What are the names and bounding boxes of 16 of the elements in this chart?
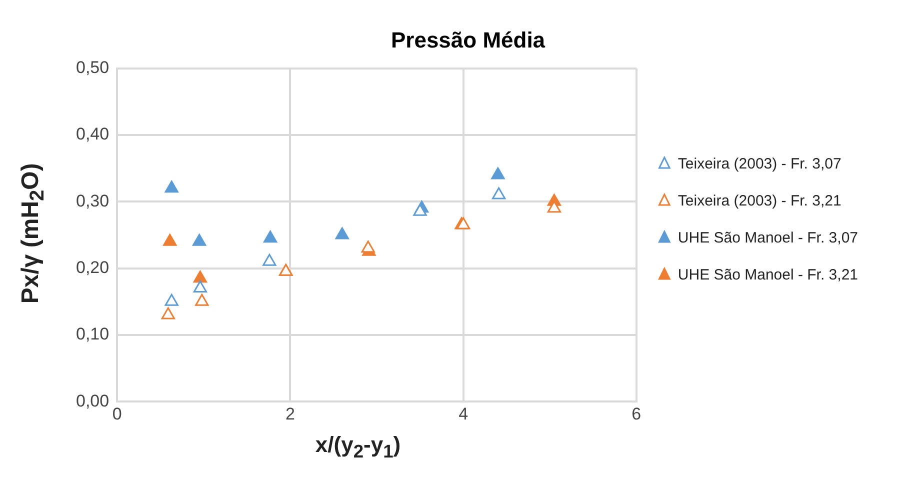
y-tick-label: 0,10	[76, 324, 110, 344]
y-tick-label: 0,40	[76, 124, 110, 144]
chart-title: Pressão Média	[390, 27, 546, 52]
legend-label: Teixeira (2003) - Fr. 3,07	[678, 156, 842, 173]
legend-label: UHE São Manoel - Fr. 3,21	[678, 266, 858, 284]
x-axis-title: x/(y$_{2}$-y$_{1}$)	[314, 432, 402, 462]
y-tick-label: 0,50	[76, 58, 110, 78]
x-tick-label: 2	[285, 404, 295, 424]
x-tick-label: 4	[458, 404, 468, 424]
legend-label: Teixeira (2003) - Fr. 3,21	[678, 192, 842, 210]
x-tick-label: 0	[112, 404, 122, 424]
y-tick-label: 0,30	[76, 191, 110, 210]
x-tick-label: 6	[632, 404, 642, 424]
y-tick-label: 0,00	[76, 391, 110, 410]
legend-label: UHE São Manoel - Fr. 3,07	[678, 230, 858, 247]
y-tick-label: 0,20	[76, 258, 110, 278]
